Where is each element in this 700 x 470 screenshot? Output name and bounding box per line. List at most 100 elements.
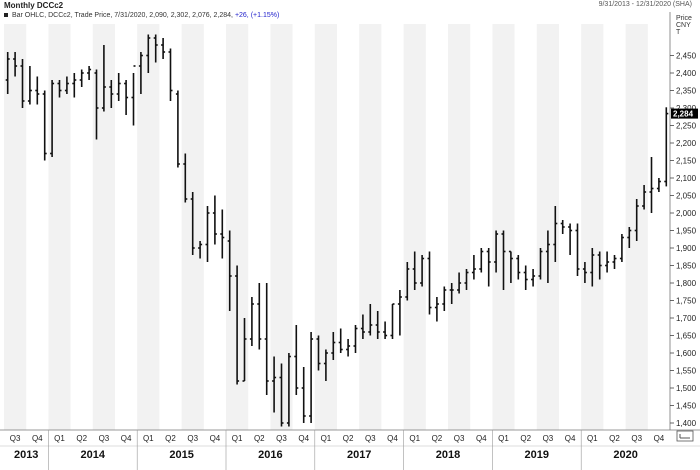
y-tick-label: 2,050 [676, 192, 697, 201]
ohlc-bar [523, 265, 528, 290]
ohlc-bar [242, 318, 247, 382]
ohlc-bar [309, 332, 314, 423]
year-label: 2013 [14, 449, 38, 461]
quarter-label: Q3 [543, 434, 554, 443]
ohlc-bar [64, 76, 69, 94]
ohlc-bar [486, 248, 491, 287]
year-label: 2019 [525, 449, 549, 461]
ohlc-bar [301, 367, 306, 423]
y-tick-label: 2,100 [676, 174, 697, 183]
ohlc-bar [205, 206, 210, 262]
y-tick-label: 1,800 [676, 279, 697, 288]
ohlc-bar [397, 290, 402, 336]
quarter-label: Q4 [32, 434, 43, 443]
quarter-label: Q1 [587, 434, 598, 443]
ohlc-bar [42, 90, 47, 161]
year-label: 2017 [347, 449, 371, 461]
ohlc-bar [131, 65, 136, 126]
quarter-band [226, 24, 249, 430]
ohlc-bar [516, 255, 521, 280]
ohlc-bar [420, 255, 425, 287]
ohlc-bar [383, 321, 388, 339]
ohlc-bar [390, 303, 395, 339]
year-label: 2020 [613, 449, 637, 461]
ohlc-bar [508, 250, 513, 283]
quarter-label: Q3 [631, 434, 642, 443]
ohlc-bar [235, 265, 240, 385]
ohlc-bar [412, 251, 417, 290]
y-tick-label: 2,400 [676, 69, 697, 78]
y-tick-label: 2,350 [676, 87, 697, 96]
ohlc-bar [568, 223, 573, 255]
quarter-label: Q1 [321, 434, 332, 443]
quarter-label: Q1 [232, 434, 243, 443]
ohlc-bar [590, 248, 595, 287]
ohlc-bar [575, 223, 580, 276]
quarter-label: Q4 [387, 434, 398, 443]
ohlc-bar [35, 76, 40, 105]
ohlc-bar [368, 304, 373, 336]
ohlc-bar [479, 248, 484, 273]
ohlc-bar [212, 195, 217, 245]
y-tick-label: 1,550 [676, 367, 697, 376]
quarter-label: Q3 [99, 434, 110, 443]
legend-change: +26, (+1.15%) [234, 12, 280, 19]
y-tick-label: 1,750 [676, 297, 697, 306]
ohlc-bar [220, 209, 225, 259]
year-label: 2014 [81, 449, 106, 461]
ohlc-bar [464, 269, 469, 290]
date-range: 9/31/2013 - 12/31/2020 (SHA) [598, 1, 692, 8]
quarter-band [359, 24, 382, 430]
ohlc-legend: Bar OHLC, DCCc2, Trade Price, 7/31/2020,… [4, 12, 279, 19]
ohlc-bar [538, 248, 543, 280]
ohlc-bar [101, 45, 106, 112]
ohlc-bar [183, 153, 188, 203]
price-header-label: CNY [676, 22, 691, 29]
quarter-label: Q4 [210, 434, 221, 443]
ohlc-bar [545, 230, 550, 283]
ohlc-bar [494, 230, 499, 273]
y-tick-label: 2,250 [676, 122, 697, 131]
ohlc-bar [360, 314, 365, 339]
quarter-band [270, 24, 293, 430]
last-price-tag [671, 108, 698, 119]
quarter-label: Q4 [298, 434, 309, 443]
ohlc-bar [175, 90, 180, 168]
quarter-band [403, 24, 426, 430]
ohlc-bar [116, 73, 121, 101]
quarter-label: Q3 [10, 434, 21, 443]
ohlc-bar [331, 332, 336, 360]
quarter-label: Q2 [432, 434, 443, 443]
quarter-label: Q4 [654, 434, 665, 443]
quarter-label: Q2 [254, 434, 265, 443]
zoom-icon[interactable] [676, 430, 694, 442]
quarter-label: Q1 [498, 434, 509, 443]
quarter-label: Q3 [365, 434, 376, 443]
y-tick-label: 2,450 [676, 52, 697, 61]
ohlc-bar [634, 199, 639, 241]
ohlc-bar [656, 178, 661, 192]
ohlc-bar [5, 52, 10, 94]
quarter-band [448, 24, 471, 430]
quarter-label: Q2 [520, 434, 531, 443]
ohlc-bar [249, 297, 254, 346]
ohlc-bar [316, 335, 321, 371]
ohlc-bar [72, 73, 77, 98]
ohlc-bar [294, 325, 299, 395]
ohlc-bar [279, 363, 284, 427]
ohlc-bar [79, 69, 84, 87]
quarter-band [92, 24, 115, 430]
ohlc-bar [346, 339, 351, 357]
quarter-label: Q4 [121, 434, 132, 443]
y-tick-label: 1,950 [676, 227, 697, 236]
ohlc-bar [109, 80, 114, 108]
year-label: 2015 [169, 449, 193, 461]
ohlc-bar [13, 52, 18, 77]
ohlc-bar [50, 80, 55, 157]
ohlc-bar [198, 241, 203, 259]
ohlc-bar [582, 262, 587, 283]
ohlc-bar [612, 255, 617, 269]
quarter-label: Q2 [76, 434, 87, 443]
